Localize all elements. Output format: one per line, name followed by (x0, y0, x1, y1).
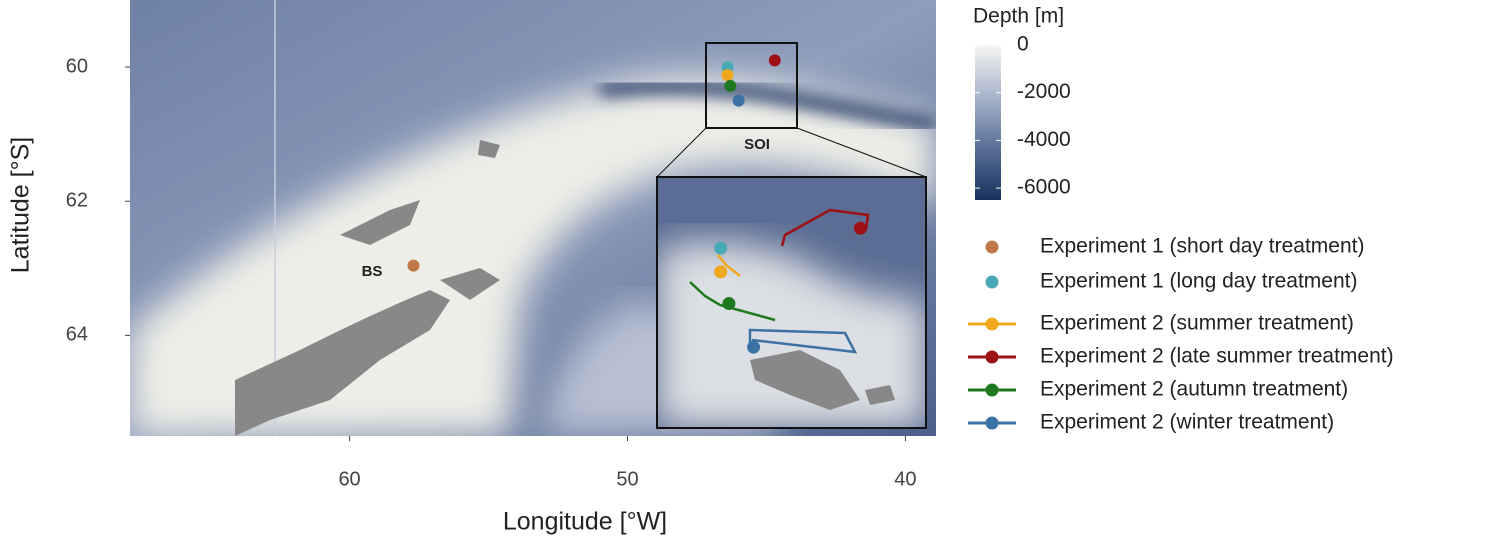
y-tick-label: 62 (66, 190, 88, 212)
inset-marker (853, 221, 867, 235)
inset-marker (722, 297, 736, 311)
x-tick-label: 60 (338, 468, 360, 490)
inset-marker (714, 265, 728, 279)
legend-label: Experiment 1 (short day treatment) (1040, 235, 1364, 258)
legend-marker (985, 317, 999, 331)
colorbar (975, 45, 1001, 200)
colorbar-tick-label: -4000 (1017, 128, 1071, 151)
legend-marker (985, 383, 999, 397)
inset (657, 177, 926, 428)
colorbar-tick-label: -2000 (1017, 80, 1071, 103)
inset-connector (656, 127, 707, 178)
site-marker (721, 69, 734, 82)
colorbar-tick-label: 0 (1017, 33, 1029, 56)
site-label: SOI (744, 136, 770, 153)
inset-border (656, 176, 927, 429)
site-marker (724, 79, 737, 92)
inset-frame (705, 42, 798, 129)
x-axis-title: Longitude [°W] (503, 508, 667, 536)
x-tick-label: 40 (894, 468, 916, 490)
legend-label: Experiment 2 (winter treatment) (1040, 411, 1334, 434)
x-tick-label: 50 (616, 468, 638, 490)
legend-label: Experiment 2 (summer treatment) (1040, 312, 1354, 335)
colorbar-title: Depth [m] (973, 5, 1064, 28)
inset-connector (796, 127, 927, 178)
y-tick-label: 60 (66, 55, 88, 77)
site-label: BS (362, 263, 383, 280)
legend-label: Experiment 2 (late summer treatment) (1040, 345, 1394, 368)
legend-marker (985, 350, 999, 364)
colorbar-tick-label: -6000 (1017, 176, 1071, 199)
site-marker (768, 54, 781, 67)
inset-marker (747, 340, 761, 354)
legend-label: Experiment 2 (autumn treatment) (1040, 378, 1348, 401)
inset-marker (714, 241, 728, 255)
y-axis-title: Latitude [°S] (7, 137, 35, 273)
y-tick-label: 64 (66, 324, 88, 346)
site-marker (732, 94, 745, 107)
legend-marker (985, 275, 999, 289)
legend-label: Experiment 1 (long day treatment) (1040, 270, 1357, 293)
site-marker (407, 259, 420, 272)
legend-marker (985, 240, 999, 254)
legend-marker (985, 416, 999, 430)
